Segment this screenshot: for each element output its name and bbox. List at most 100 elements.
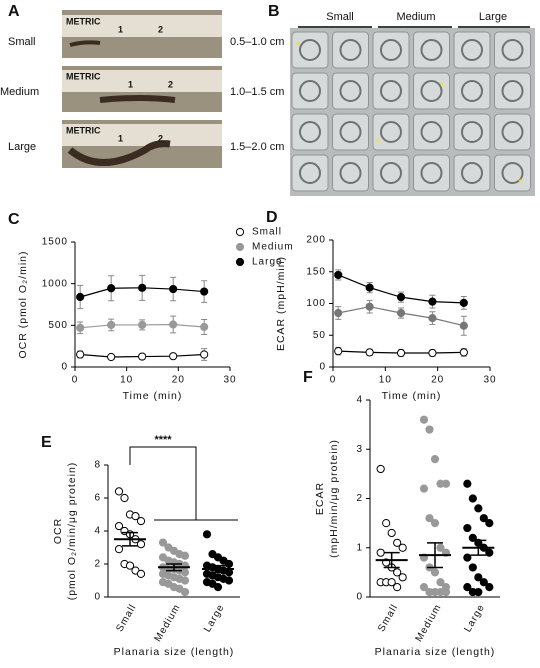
y-tick-label: 1000 (42, 278, 68, 289)
data-point (463, 583, 472, 592)
worm (67, 140, 171, 166)
x-tick-label: Small (376, 602, 401, 633)
well (332, 31, 369, 69)
data-point (224, 559, 234, 569)
data-point (430, 455, 440, 464)
well-ring (420, 80, 443, 102)
well (453, 72, 491, 110)
data-point (202, 530, 212, 539)
y-tick-label: 4 (356, 395, 363, 406)
data-point (428, 314, 437, 323)
well (413, 113, 450, 151)
ruler-photos (62, 10, 222, 168)
panel-label: C (8, 211, 20, 228)
data-point (441, 479, 451, 488)
data-point (398, 543, 407, 552)
data-point (459, 348, 468, 357)
size-range: 0.5–1.0 cm (230, 36, 284, 48)
sem-bar (427, 542, 443, 569)
ruler (62, 70, 222, 92)
data-point (76, 350, 85, 359)
x-tick-label: Medium (414, 602, 444, 644)
well (494, 72, 531, 110)
data-point (419, 583, 429, 592)
data-point (441, 587, 451, 597)
data-point (376, 548, 385, 557)
well (453, 154, 491, 192)
well-ring (299, 162, 321, 184)
row-label: Small (8, 36, 36, 48)
x-axis-title: Planaria size (length) (375, 646, 496, 658)
data-point (382, 519, 391, 528)
well (453, 31, 491, 69)
data-point (474, 504, 483, 513)
data-point (200, 322, 209, 332)
worm (69, 40, 101, 47)
well-ring (501, 39, 524, 61)
x-tick-label: 20 (172, 375, 185, 386)
data-point (169, 320, 178, 329)
data-point (419, 484, 429, 493)
data-point (419, 415, 429, 424)
data-point (474, 573, 483, 582)
ruler (62, 15, 222, 37)
data-point (76, 323, 85, 332)
well (413, 72, 450, 110)
data-point (107, 352, 116, 362)
well (494, 154, 531, 192)
y-tick-label: 2 (94, 559, 101, 570)
data-point (393, 583, 402, 592)
data-point (138, 352, 147, 361)
column-label: Large (479, 11, 507, 23)
ruler-mark: 1 (128, 79, 133, 89)
well (332, 154, 369, 192)
y-tick-label: 1 (356, 542, 363, 553)
significance-bracket (129, 446, 238, 521)
well (291, 113, 329, 151)
well-ring (339, 121, 362, 143)
data-point (463, 553, 472, 562)
data-point (365, 283, 374, 292)
data-point (398, 573, 407, 582)
well-ring (461, 162, 483, 184)
data-point (479, 578, 488, 587)
ruler-mark: 2 (158, 133, 163, 143)
data-point (428, 348, 437, 358)
x-tick-label: 0 (330, 375, 337, 386)
sem-bar (383, 551, 400, 569)
data-point (169, 284, 178, 294)
well-ring (420, 39, 443, 61)
well-ring (461, 80, 483, 102)
data-point (430, 519, 440, 528)
data-point (334, 347, 343, 356)
row-label: Medium (0, 86, 39, 98)
data-point (169, 352, 178, 361)
y-tick-label: 150 (306, 266, 326, 277)
x-tick-label: 0 (72, 375, 79, 386)
data-point (463, 523, 472, 533)
data-point (138, 320, 147, 330)
data-point (107, 320, 116, 330)
ruler-label: METRIC (66, 71, 101, 81)
data-point (393, 538, 402, 547)
y-tick-label: 200 (306, 235, 326, 246)
data-point (459, 321, 468, 330)
data-point (200, 350, 209, 359)
x-tick-label: 30 (483, 375, 496, 386)
y-tick-label: 100 (306, 298, 326, 309)
y-axis-title: OCR (pmol O₂/min) (17, 251, 29, 359)
legend-label: Large (252, 257, 283, 268)
legend-marker (235, 242, 245, 252)
data-point (114, 545, 124, 554)
data-point (224, 576, 234, 585)
sem-bar (210, 564, 226, 573)
data-point (387, 578, 396, 587)
x-axis-title: Time (min) (382, 390, 442, 402)
y-tick-label: 8 (94, 460, 101, 471)
y-axis-title: ECAR (314, 482, 326, 515)
y-tick-label: 1500 (42, 237, 68, 248)
data-point (459, 298, 468, 307)
data-point (131, 512, 140, 521)
data-point (180, 587, 190, 597)
